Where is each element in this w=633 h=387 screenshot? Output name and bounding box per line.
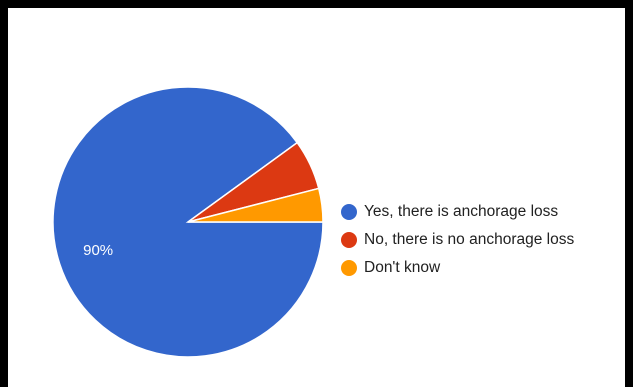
pie-slice (187, 187, 324, 223)
legend-swatch (341, 260, 357, 276)
legend-label: Yes, there is anchorage loss (364, 203, 558, 220)
chart-legend: Yes, there is anchorage loss No, there is… (341, 203, 574, 276)
legend-swatch (341, 232, 357, 248)
pie-slices (52, 86, 324, 358)
legend-label: Don't know (364, 259, 441, 276)
pie-data-labels: 90% (83, 242, 113, 259)
legend-swatch (341, 204, 357, 220)
legend-label: No, there is no anchorage loss (364, 231, 574, 248)
slice-percent-label: 90% (83, 242, 113, 259)
